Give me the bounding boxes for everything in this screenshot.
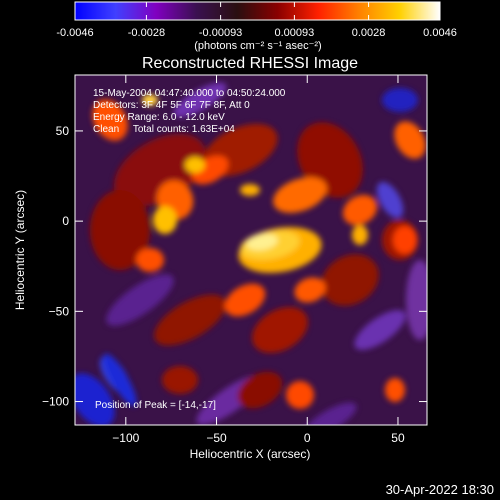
- y-axis-label: Heliocentric Y (arcsec): [13, 190, 27, 310]
- emission-blob: [354, 310, 406, 350]
- emission-blob: [106, 274, 174, 326]
- emission-blob: [352, 225, 368, 245]
- annotation-energy: Energy Range: 6.0 - 12.0 keV: [93, 112, 225, 123]
- emission-blob: [142, 94, 158, 106]
- x-tick-label: 0: [304, 431, 311, 445]
- emission-blob: [294, 277, 326, 303]
- plot-frame: [74, 74, 428, 426]
- emission-blob: [393, 226, 417, 254]
- annotation-peak-position: Position of Peak = [-14,-17]: [95, 400, 216, 411]
- emission-blob: [237, 371, 283, 409]
- colorbar-ticks: -0.0046 -0.0028 -0.00093 0.00093 0.0028 0.004…: [56, 2, 457, 39]
- colorbar: -0.0046 -0.0028 -0.00093 0.00093 0.0028 0.004…: [56, 1, 457, 52]
- emission-blob: [394, 121, 426, 159]
- emission-blob: [173, 82, 227, 118]
- emission-blob: [273, 177, 327, 213]
- x-tick-label: −100: [112, 431, 139, 445]
- annotation-counts: Clean Total counts: 1.63E+04: [93, 124, 235, 135]
- x-tick-label: −50: [206, 431, 227, 445]
- colorbar-tick-label: 0.0028: [352, 27, 386, 39]
- emission-blob: [103, 353, 137, 407]
- emission-blob: [321, 254, 379, 306]
- x-tick-label: 50: [391, 431, 405, 445]
- emission-blob: [240, 184, 260, 196]
- emission-blob: [385, 378, 405, 402]
- emission-blob: [342, 194, 378, 226]
- emission-blob: [286, 381, 314, 409]
- y-tick-label: 0: [62, 214, 69, 228]
- emission-map: [75, 82, 427, 425]
- annotation-time: 15-May-2004 04:47:40.000 to 04:50:24.000: [93, 88, 286, 99]
- axis-ticks: −100 −50 0 50 −100 −50 0 50: [42, 75, 427, 445]
- emission-blob: [162, 366, 198, 394]
- emission-blob: [185, 157, 205, 173]
- emission-blob: [252, 307, 308, 353]
- emission-blob: [246, 233, 278, 251]
- colorbar-frame: [74, 1, 441, 21]
- y-tick-label: −100: [42, 395, 69, 409]
- colorbar-tick-label: -0.0046: [56, 27, 93, 39]
- colorbar-tick-label: -0.00093: [199, 27, 242, 39]
- emission-blob: [406, 260, 427, 340]
- annotation-detectors: Detectors: 3F 4F 5F 6F 7F 8F, Att 0: [93, 100, 250, 111]
- emission-blob: [75, 373, 115, 425]
- colorbar-tick-label: 0.0046: [423, 27, 457, 39]
- emission-blob: [153, 206, 177, 234]
- y-tick-label: 50: [56, 124, 70, 138]
- x-axis-label: Heliocentric X (arcsec): [190, 447, 311, 461]
- image-panel: −100 −50 0 50 −100 −50 0 50: [42, 74, 428, 445]
- emission-blob: [376, 181, 404, 219]
- emission-blob: [136, 248, 164, 272]
- colorbar-gradient: [75, 2, 440, 20]
- emission-blob: [224, 283, 266, 317]
- colorbar-units: (photons cm⁻² s⁻¹ asec⁻²): [194, 40, 321, 52]
- colorbar-tick-label: 0.00093: [275, 27, 315, 39]
- chart-title: Reconstructed RHESSI Image: [142, 55, 358, 72]
- colorbar-tick-label: -0.0028: [128, 27, 165, 39]
- emission-blob: [382, 88, 418, 112]
- footer-timestamp: 30-Apr-2022 18:30: [386, 482, 494, 497]
- emission-blob: [154, 294, 226, 346]
- y-tick-label: −50: [49, 304, 70, 318]
- emission-blob: [90, 190, 150, 270]
- info-annotations: 15-May-2004 04:47:40.000 to 04:50:24.000…: [93, 88, 286, 411]
- emission-blob: [303, 402, 357, 425]
- emission-blob: [92, 99, 128, 141]
